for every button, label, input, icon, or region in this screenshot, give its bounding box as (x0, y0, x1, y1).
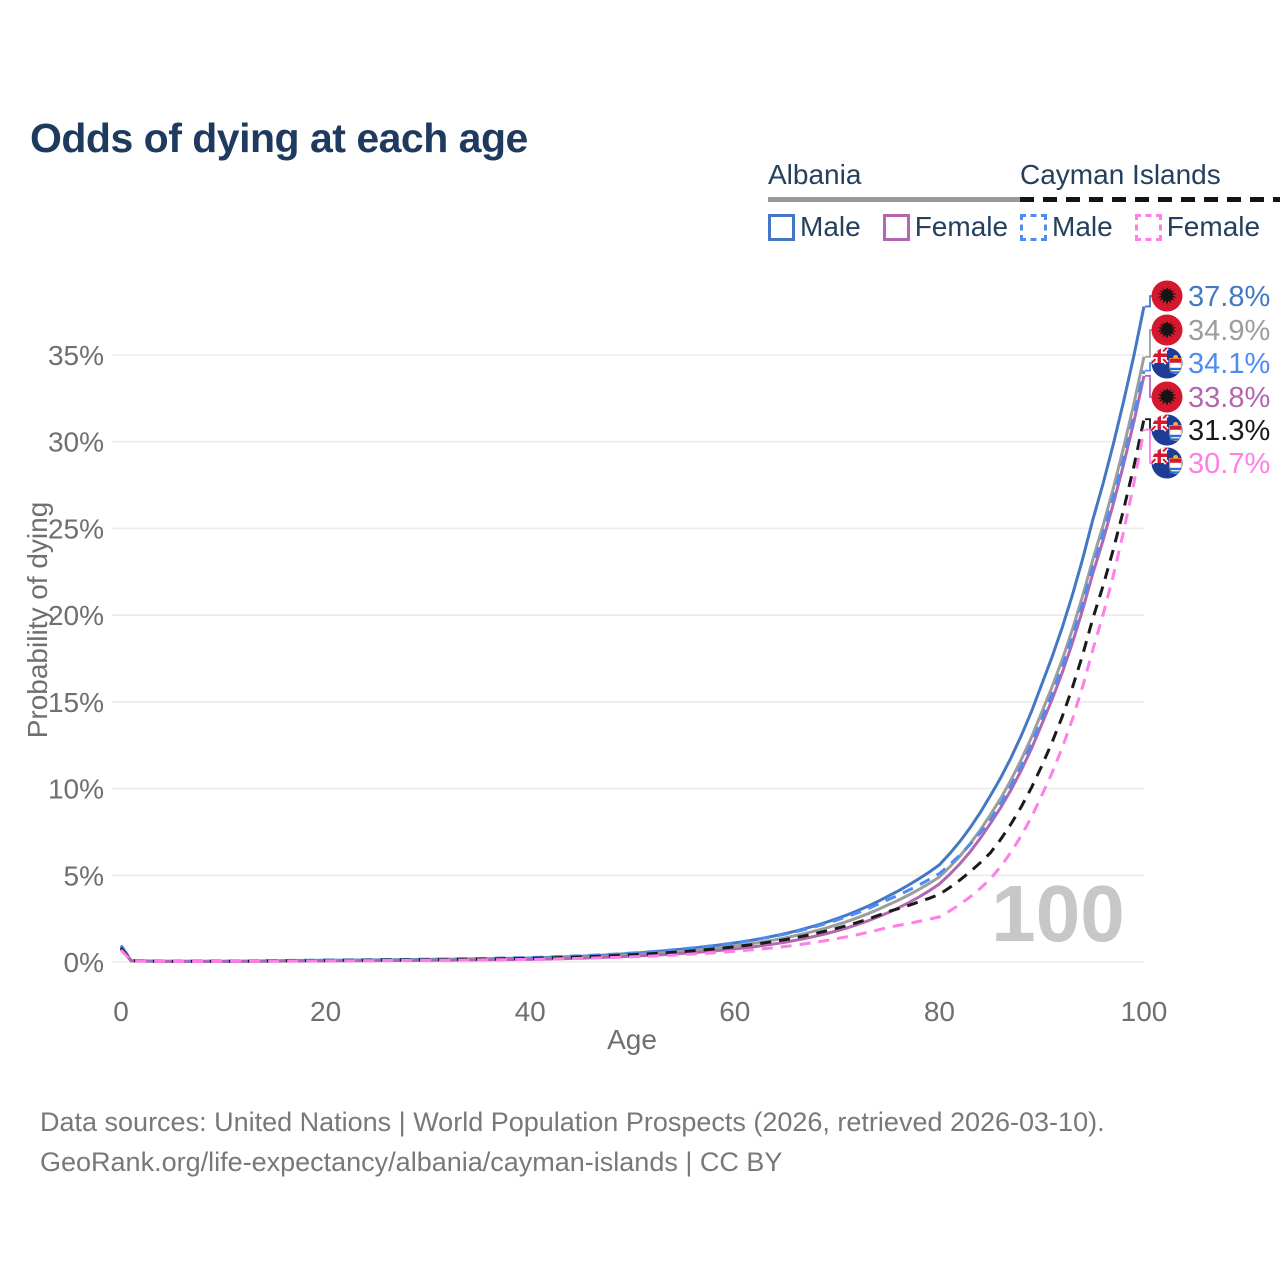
x-tick-label: 0 (113, 996, 129, 1027)
cayman-islands-flag-icon (1151, 414, 1183, 446)
legend-item-cayman-male[interactable]: Male (1020, 211, 1113, 243)
albania-flag-icon (1151, 280, 1183, 312)
end-value-label-albania-female: 33.8% (1188, 382, 1270, 414)
legend-group-cayman-islands: Cayman Islands Male Female (1020, 159, 1280, 243)
y-axis-title: Probability of dying (22, 502, 53, 739)
albania-male-swatch-icon (768, 213, 795, 241)
end-value-label-albania-male: 37.8% (1188, 281, 1270, 313)
x-tick-label: 40 (515, 996, 546, 1027)
x-axis-title: Age (607, 1024, 657, 1055)
albania-flag-icon (1151, 381, 1183, 413)
legend-item-albania-male[interactable]: Male (768, 211, 861, 243)
attribution-link-text[interactable]: GeoRank.org/life-expectancy/albania/caym… (40, 1147, 783, 1177)
y-tick-label: 15% (48, 687, 104, 718)
legend-country-albania[interactable]: Albania (768, 159, 862, 190)
legend-underline-cayman-dashed (1020, 197, 1280, 202)
y-tick-label: 35% (48, 340, 104, 371)
legend-item-label: Female (914, 211, 1009, 242)
x-tick-label: 80 (924, 996, 955, 1027)
albania-flag-icon (1151, 314, 1183, 346)
y-tick-label: 25% (48, 513, 104, 544)
end-value-label-cayman-islands-female: 30.7% (1188, 448, 1270, 480)
cayman-male-swatch-icon (1020, 213, 1047, 241)
legend-group-albania: Albania Male Female (768, 159, 1031, 243)
end-value-label-albania-both-sexes: 34.9% (1188, 315, 1270, 347)
y-tick-label: 5% (64, 860, 104, 891)
cayman-islands-flag-icon (1151, 347, 1183, 379)
legend-item-label: Male (1052, 211, 1113, 242)
x-tick-label: 60 (719, 996, 750, 1027)
legend-item-cayman-female[interactable]: Female (1134, 211, 1261, 243)
series-line-cayman-islands-female (119, 429, 1146, 963)
end-value-label-cayman-islands-both-sexes: 31.3% (1188, 415, 1270, 447)
x-tick-label: 100 (1121, 996, 1168, 1027)
legend-item-label: Female (1166, 211, 1261, 242)
y-tick-label: 10% (48, 774, 104, 805)
age-watermark: 100 (991, 869, 1124, 958)
series-line-albania-male (119, 306, 1146, 963)
albania-female-swatch-icon (882, 213, 910, 241)
data-sources-text: Data sources: United Nations | World Pop… (40, 1107, 1105, 1137)
legend-item-albania-female[interactable]: Female (882, 211, 1009, 243)
legend-item-label: Male (800, 211, 861, 242)
legend-underline-albania-solid (768, 197, 1031, 202)
y-tick-label: 20% (48, 600, 104, 631)
cayman-islands-flag-icon (1151, 447, 1183, 479)
end-value-label-cayman-islands-male: 34.1% (1188, 348, 1270, 380)
legend-country-cayman-islands[interactable]: Cayman Islands (1020, 159, 1221, 190)
x-tick-label: 20 (310, 996, 341, 1027)
y-tick-label: 0% (64, 947, 104, 978)
y-tick-label: 30% (48, 427, 104, 458)
page-title: Odds of dying at each age (30, 115, 528, 162)
cayman-female-swatch-icon (1134, 213, 1162, 241)
